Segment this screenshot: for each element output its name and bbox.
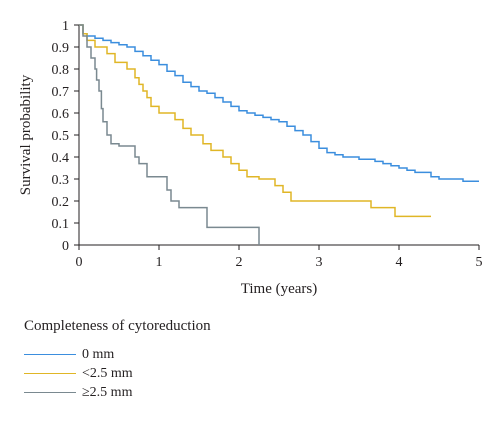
legend-item-ge-2-5mm: ≥2.5 mm [24,383,211,402]
y-axis-title: Survival probability [18,74,34,195]
ticks-layer: 0 1 2 3 4 5 0 0.1 0.2 0.3 0.4 0.5 0.6 0.7 0.8 0.9 1 [52,19,483,270]
y-tick-label: 0.9 [52,41,70,56]
series-line-2 [79,24,260,245]
legend-swatch-ge-2-5mm [24,392,76,393]
series-layer [79,24,479,245]
series-line-0 [79,24,479,182]
x-tick-label: 2 [236,255,243,270]
y-tick-label: 0.2 [52,195,70,210]
x-tick-label: 3 [316,255,323,270]
legend-label-lt-2-5mm: <2.5 mm [82,365,133,381]
legend-item-0mm: 0 mm [24,345,211,364]
legend-label-ge-2-5mm: ≥2.5 mm [82,384,133,400]
legend: Completeness of cytoreduction 0 mm <2.5 … [24,318,211,402]
series-line-1 [79,24,431,218]
legend-item-lt-2-5mm: <2.5 mm [24,364,211,383]
legend-title: Completeness of cytoreduction [24,318,211,334]
y-tick-label: 0 [62,239,69,254]
legend-swatch-lt-2-5mm [24,373,76,374]
y-tick-label: 0.1 [52,217,70,232]
legend-label-0mm: 0 mm [82,346,115,362]
x-tick-label: 0 [76,255,83,270]
y-tick-label: 0.4 [52,151,70,166]
legend-swatch-0mm [24,354,76,355]
y-tick-label: 0.7 [52,85,70,100]
y-tick-label: 0.6 [52,107,70,122]
x-tick-label: 5 [476,255,483,270]
y-tick-label: 1 [62,19,69,34]
y-tick-label: 0.5 [52,129,70,144]
axes-layer [78,25,479,246]
x-tick-label: 1 [156,255,163,270]
x-tick-label: 4 [396,255,403,270]
x-axis-title: Time (years) [241,281,318,297]
y-tick-label: 0.3 [52,173,70,188]
y-tick-label: 0.8 [52,63,70,78]
